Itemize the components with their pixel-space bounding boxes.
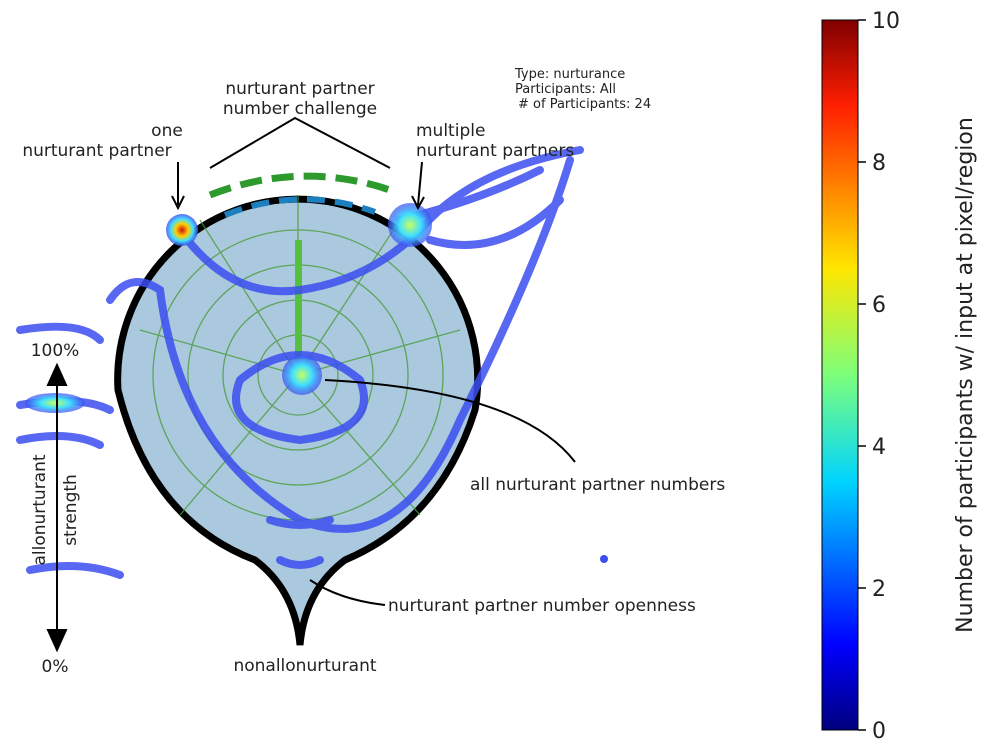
label: nurturant partner — [22, 141, 171, 161]
label: all nurturant partner numbers — [470, 475, 725, 495]
tick-label: 6 — [872, 293, 886, 318]
label: 0% — [42, 657, 69, 677]
diagram-shape — [16, 116, 608, 653]
label: number challenge — [223, 99, 377, 119]
tick-label: 4 — [872, 435, 886, 460]
label: nonallonurturant — [233, 656, 376, 676]
tick-label: 0 — [872, 719, 886, 744]
label: allonurturant — [30, 454, 50, 565]
tick-label: 2 — [872, 577, 886, 602]
label: strength — [61, 474, 81, 546]
tick-label: 8 — [872, 151, 886, 176]
info: Type: nurturance — [514, 67, 625, 82]
label: 100% — [31, 341, 80, 361]
info: Participants: All — [515, 82, 616, 97]
colorbar-label: Number of participants w/ input at pixel… — [953, 117, 978, 633]
label: nurturant partner — [225, 79, 374, 99]
tick-label: 10 — [872, 9, 900, 34]
colorbar — [821, 19, 859, 731]
info: # of Participants: 24 — [518, 97, 651, 112]
label: one — [151, 121, 183, 141]
diagram-labels: nurturant partner number challenge one n… — [22, 67, 725, 677]
label: nurturant partner number openness — [388, 596, 696, 616]
label: nurturant partners — [416, 141, 574, 161]
label: multiple — [416, 121, 485, 141]
